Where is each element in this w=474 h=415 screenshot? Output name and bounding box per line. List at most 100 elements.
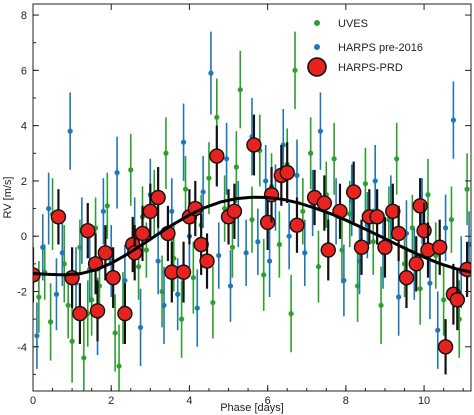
x-tick-label: 2 [108, 395, 114, 407]
data-point [143, 247, 150, 253]
data-point [276, 241, 282, 248]
data-point [69, 338, 75, 344]
data-point [288, 311, 294, 317]
data-point [175, 264, 192, 280]
data-point [89, 303, 106, 319]
data-point [40, 244, 46, 250]
x-tick-label: 0 [30, 395, 36, 407]
data-point [80, 222, 96, 239]
data-point [59, 250, 65, 256]
data-point [116, 363, 122, 369]
data-point [427, 280, 433, 286]
data-point [320, 242, 336, 258]
y-tick-label: -2 [17, 286, 27, 298]
data-point [190, 275, 196, 281]
data-point [464, 186, 470, 192]
data-point [317, 128, 324, 134]
data-point [437, 339, 454, 355]
data-point [370, 239, 376, 245]
x-tick-label: 6 [265, 395, 271, 407]
data-point [209, 148, 225, 164]
x-tick-label: 8 [343, 395, 349, 407]
data-point [362, 181, 369, 187]
data-point [206, 175, 212, 181]
data-layer [33, 31, 471, 391]
data-point [100, 208, 106, 214]
series-uves [36, 31, 470, 391]
data-point [214, 114, 220, 120]
legend-marker [314, 20, 320, 26]
data-point [194, 305, 200, 311]
data-point [34, 333, 40, 339]
data-point [142, 203, 159, 220]
data-point [47, 319, 54, 325]
data-point [169, 208, 175, 214]
data-point [237, 87, 243, 93]
data-point [199, 253, 215, 269]
data-point [179, 316, 185, 322]
y-tick-label: 8 [21, 10, 27, 22]
y-tick-label: 6 [21, 65, 27, 77]
data-point [292, 67, 298, 73]
data-point [302, 250, 308, 256]
data-point [341, 277, 347, 284]
data-point [448, 217, 455, 223]
y-tick-label: 0 [21, 231, 27, 243]
data-point [137, 324, 144, 331]
data-point [50, 209, 67, 225]
legend-label: HARPS-PRD [338, 62, 403, 74]
data-point [182, 186, 189, 192]
data-point [233, 164, 239, 170]
data-point [396, 294, 402, 300]
y-tick-label: 4 [21, 121, 27, 133]
y-axis-label: RV [m/s] [2, 177, 14, 219]
data-point [394, 156, 400, 162]
data-point [36, 294, 42, 300]
x-axis-label: Phase [days] [220, 402, 284, 414]
data-point [150, 189, 166, 206]
data-point [450, 117, 457, 123]
data-point [122, 277, 128, 284]
data-point [105, 269, 121, 286]
legend: UVES HARPS pre-2016 HARPS-PRD [307, 18, 423, 77]
data-point [435, 327, 441, 333]
data-point [216, 252, 222, 259]
data-point [65, 302, 71, 308]
data-point [263, 178, 269, 184]
y-tick-label: -4 [17, 342, 27, 354]
data-point [175, 291, 181, 297]
data-point [114, 170, 120, 176]
data-point [353, 239, 370, 255]
data-point [193, 236, 209, 253]
data-point [243, 250, 249, 256]
data-point [289, 217, 305, 233]
data-point [442, 225, 449, 231]
data-point [135, 264, 142, 270]
data-point [408, 256, 424, 272]
data-point [261, 272, 267, 278]
plot-frame [32, 3, 472, 392]
data-point [266, 258, 273, 264]
data-point [255, 239, 261, 245]
data-point [227, 283, 234, 289]
data-point [128, 167, 134, 173]
legend-marker [307, 57, 327, 77]
data-point [449, 292, 466, 308]
data-point [417, 286, 423, 292]
data-point [441, 297, 447, 303]
x-tick-label: 4 [186, 395, 192, 407]
data-point [308, 150, 314, 156]
data-point [286, 233, 292, 239]
legend-label: HARPS pre-2016 [338, 42, 423, 54]
data-point [155, 258, 161, 264]
data-point [226, 203, 243, 220]
data-point [104, 203, 110, 209]
data-point [369, 209, 385, 225]
data-point [331, 156, 337, 162]
data-point [229, 244, 236, 250]
data-point [246, 137, 262, 153]
data-point [249, 217, 255, 223]
data-point [294, 172, 300, 178]
data-point [345, 184, 362, 200]
